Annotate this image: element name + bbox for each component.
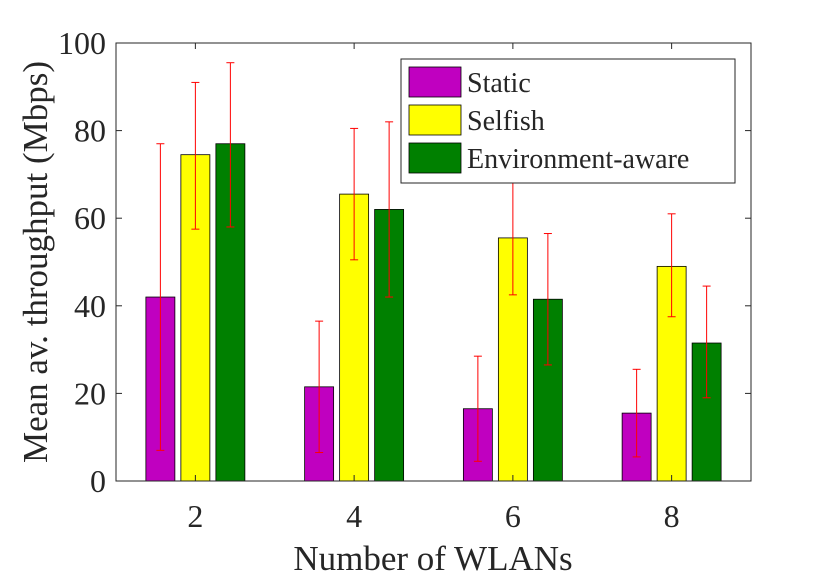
axes (115, 42, 752, 482)
legend-label-selfish: Selfish (467, 106, 545, 137)
legend-label-environment-aware: Environment-aware (467, 144, 689, 175)
y-tick-label-80: 80 (74, 113, 106, 149)
y-tick-label-20: 20 (74, 375, 106, 411)
x-tick-label-2: 2 (187, 498, 203, 534)
legend-swatch-static (408, 66, 462, 98)
x-axis-label: Number of WLANs (293, 539, 572, 578)
y-tick-label-40: 40 (74, 288, 106, 324)
legend-swatch-environment-aware (408, 142, 462, 174)
y-tick-label-0: 0 (90, 463, 106, 499)
x-tick-label-6: 6 (505, 498, 521, 534)
legend-label-static: Static (467, 68, 531, 99)
legend: Static Selfish Environment-aware (400, 58, 736, 184)
y-tick-label-60: 60 (74, 200, 106, 236)
legend-swatch-selfish (408, 104, 462, 136)
error-bars-layer (156, 62, 711, 462)
x-tick-label-4: 4 (346, 498, 362, 534)
x-tick-label-8: 8 (664, 498, 680, 534)
y-tick-label-100: 100 (58, 25, 106, 61)
y-axis-label: Mean av. throughput (Mbps) (16, 61, 55, 463)
axes-frame (115, 42, 752, 482)
